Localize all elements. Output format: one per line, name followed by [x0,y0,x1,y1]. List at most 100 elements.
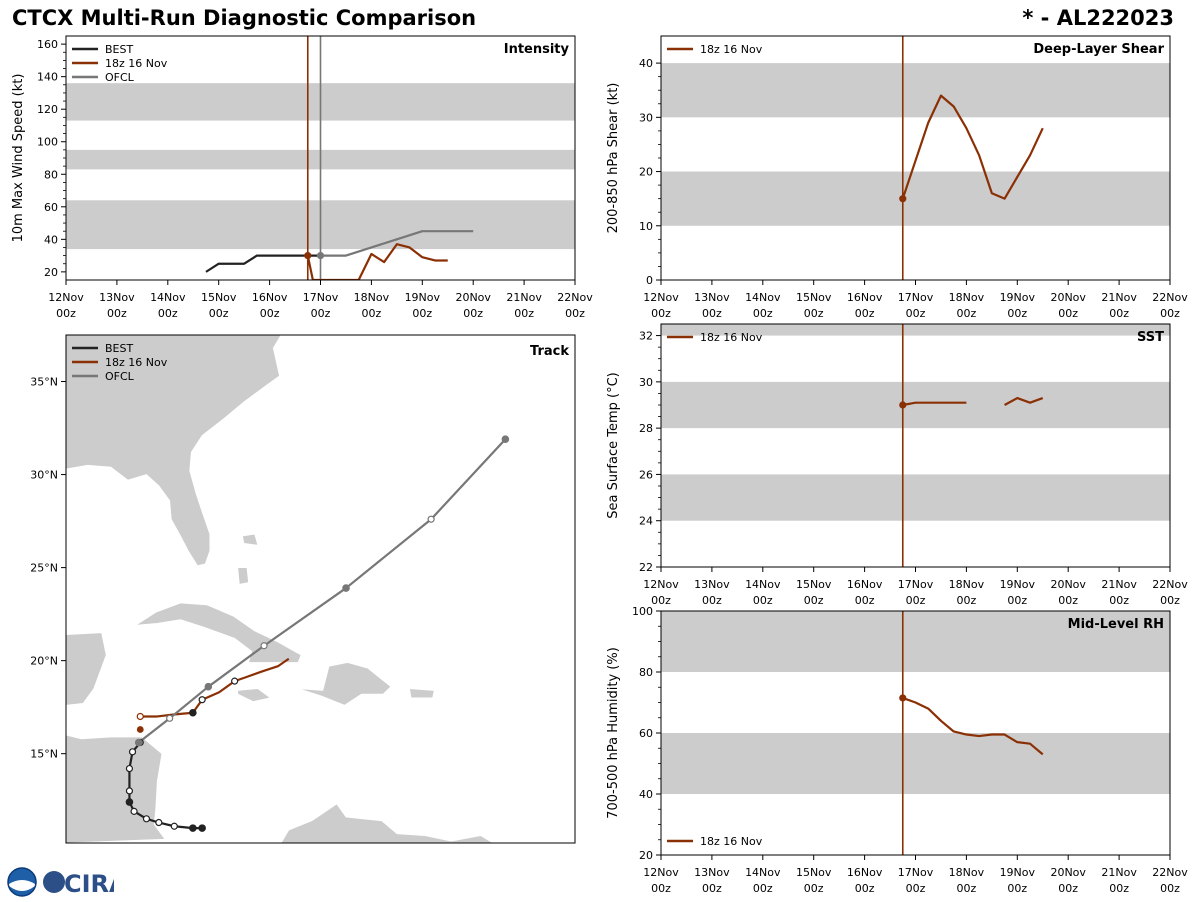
track-point [170,822,178,830]
x-tick-sublabel: 00z [1160,307,1180,320]
y-tick-label: 32 [639,330,653,343]
x-tick-sublabel: 00z [906,594,926,607]
x-tick-sublabel: 00z [651,882,671,895]
x-tick-sublabel: 00z [702,307,722,320]
x-tick-sublabel: 00z [1160,594,1180,607]
track-point [136,712,144,721]
plot-frame [660,323,1171,568]
track-point [142,815,151,823]
x-tick-sublabel: 00z [209,307,229,320]
x-tick-sublabel: 00z [56,307,76,320]
legend-label: 18z 16 Nov [700,835,763,848]
x-tick-sublabel: 00z [565,307,585,320]
y-tick-label: 100 [632,605,653,618]
run-start-marker [899,401,907,409]
panel-title: Track [530,344,569,359]
y-tick-label: 22 [639,561,653,574]
x-tick-label: 20Nov [455,291,491,304]
x-tick-sublabel: 00z [1007,307,1027,320]
land-puerto-rico [408,688,435,699]
run-start-marker [304,252,312,260]
y-tick-label: 20 [639,166,653,179]
x-tick-label: 12Nov [643,866,679,879]
run-start-marker [899,694,907,702]
lat-tick-label: 15°N [30,748,58,761]
x-tick-label: 17Nov [898,578,934,591]
x-tick-label: 18Nov [949,578,985,591]
x-tick-sublabel: 00z [702,594,722,607]
x-tick-label: 14Nov [150,291,186,304]
x-tick-sublabel: 00z [651,594,671,607]
track-point [260,642,268,650]
track-point [231,677,239,685]
plot-area [901,324,1044,567]
track-point [130,807,138,815]
land-us-east [66,335,282,567]
x-tick-sublabel: 00z [753,882,773,895]
track-point [189,708,197,717]
land-south-america [280,803,494,843]
x-tick-label: 16Nov [847,291,883,304]
y-tick-label: 60 [44,201,58,214]
y-tick-label: 28 [639,422,653,435]
x-tick-sublabel: 00z [1109,594,1129,607]
x-tick-label: 22Nov [1152,291,1188,304]
legend-label: BEST [105,43,133,56]
x-tick-label: 20Nov [1050,578,1086,591]
y-tick-label: 80 [639,666,653,679]
lat-tick-label: 25°N [30,562,58,575]
shading-band [661,611,1170,672]
legend-label: OFCL [105,71,135,84]
series-line-18z-16-nov [902,401,967,407]
x-tick-sublabel: 00z [702,882,722,895]
shading-band [661,733,1170,794]
track-point [125,798,134,806]
x-tick-sublabel: 00z [1109,882,1129,895]
x-tick-sublabel: 00z [1007,594,1027,607]
x-tick-label: 16Nov [847,578,883,591]
x-tick-label: 15Nov [796,578,832,591]
y-tick-label: 40 [44,233,58,246]
ofcl-start-marker [316,252,325,260]
map-frame [65,334,576,844]
y-axis-label: 700-500 hPa Humidity (%) [606,647,621,819]
run-start-marker [136,726,144,733]
x-tick-sublabel: 00z [311,307,331,320]
land-yucatan [66,632,107,706]
x-tick-label: 15Nov [201,291,237,304]
cira-logo: CIRA [4,866,128,898]
track-point [427,515,435,523]
x-tick-sublabel: 00z [1109,307,1129,320]
plot-area [901,611,1044,855]
track-point [155,818,163,827]
storm-id: * - AL222023 [1022,6,1174,30]
x-tick-sublabel: 00z [362,307,382,320]
noaa-logo-icon: CIRA [7,867,128,898]
x-tick-label: 13Nov [99,291,135,304]
x-tick-label: 21Nov [1101,866,1137,879]
x-tick-label: 22Nov [1152,866,1188,879]
x-tick-sublabel: 00z [651,307,671,320]
x-tick-sublabel: 00z [412,307,432,320]
y-tick-label: 20 [639,849,653,862]
lat-tick-label: 20°N [30,655,58,668]
x-tick-label: 18Nov [949,291,985,304]
y-tick-label: 30 [639,111,653,124]
panel-title: Intensity [504,42,570,57]
x-tick-sublabel: 00z [804,594,824,607]
land-andros [237,567,249,585]
map-area [66,335,510,843]
legend-label: BEST [105,342,133,355]
land-cuba [135,602,302,663]
x-tick-label: 19Nov [405,291,441,304]
shading-band [661,63,1170,118]
x-tick-label: 13Nov [694,866,730,879]
x-tick-sublabel: 00z [1160,882,1180,895]
x-tick-sublabel: 00z [514,307,534,320]
x-tick-label: 17Nov [898,291,934,304]
shading-band [661,171,1170,226]
x-tick-sublabel: 00z [804,307,824,320]
